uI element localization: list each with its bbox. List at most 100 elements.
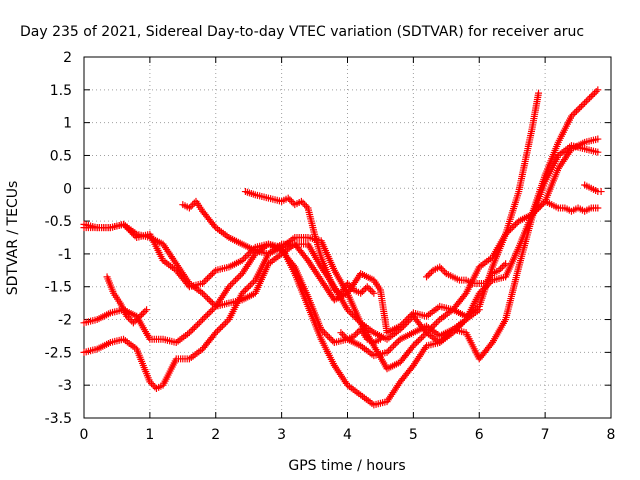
data-point [535,89,543,97]
data-point [302,202,310,210]
x-axis-label: GPS time / hours [288,458,405,474]
data-point [594,86,602,94]
data-point [337,329,345,337]
data-point [436,263,444,271]
data-point [123,312,131,320]
data-point [423,273,431,281]
data-point [245,250,253,258]
data-point [406,316,414,324]
x-tick-label: 7 [541,427,550,443]
data-point [129,319,137,327]
data-point [475,289,483,297]
data-point [348,311,356,319]
data-point [208,270,216,278]
data-point [424,271,432,279]
data-point [207,307,215,315]
x-tick-label: 0 [80,427,89,443]
data-point [227,281,235,289]
data-point [587,92,595,100]
data-point [538,201,546,209]
data-point [352,330,360,338]
data-point [416,335,424,343]
data-point [124,314,132,322]
data-point [594,135,602,143]
data-point [200,291,208,299]
series-track-k [337,325,384,347]
data-point [202,312,210,320]
data-point [591,89,599,97]
data-point [487,340,495,348]
series-track-i [528,197,602,219]
data-point [324,332,332,340]
data-point [139,309,147,317]
series-track-h [423,260,510,287]
data-point [439,266,447,274]
data-point [213,327,221,335]
data-point [569,110,577,118]
data-point [286,196,294,204]
data-point [357,289,365,297]
data-point [572,107,580,115]
data-point [187,327,195,335]
data-point [232,276,240,284]
y-tick-label: -1.5 [45,280,72,296]
data-point [202,293,210,301]
data-point [368,288,376,296]
data-point [243,252,251,260]
data-point [497,265,505,273]
data-point [204,311,212,319]
data-point [446,329,454,337]
data-point [288,197,296,205]
data-point [398,324,406,332]
data-point [421,327,429,335]
data-point [325,334,333,342]
data-point [245,283,253,291]
axis-ticks: 0 1 2 3 4 5 6 7 8 -3.5 -3 -2.5 -2 -1.5 -1 -0.5 0 0.5 1 1.5 2 [45,50,616,443]
x-tick-label: 5 [409,427,418,443]
data-point [215,325,223,333]
data-point [238,289,246,297]
data-point [367,286,375,294]
data-point [500,261,508,269]
data-point [204,294,212,302]
x-tick-label: 2 [211,427,220,443]
data-point [390,342,398,350]
data-point [344,306,351,314]
data-point [200,314,208,322]
data-point [582,97,590,105]
data-point [208,306,216,314]
data-point [409,342,417,350]
data-point [204,275,212,283]
data-point [238,256,246,264]
data-point [513,219,521,227]
data-point [197,317,205,325]
data-point [138,311,146,319]
data-point [202,276,210,284]
data-point [533,206,541,214]
data-point [432,319,440,327]
data-point [355,317,363,325]
data-point [327,335,335,343]
data-point [248,279,256,287]
data-point [241,286,249,294]
data-point [322,330,330,338]
data-point [133,316,141,324]
data-point [218,322,226,330]
data-point [393,339,401,347]
data-point [344,279,351,287]
x-tick-label: 1 [145,427,154,443]
data-point [581,99,589,107]
y-tick-label: -3 [58,378,72,394]
data-point [345,281,353,289]
data-point [365,284,373,292]
data-point [567,112,575,120]
data-point [434,317,442,325]
data-point [347,309,355,317]
data-point [233,275,241,283]
data-point [461,291,469,299]
data-point [192,322,200,330]
data-point [143,306,151,314]
data-point [388,343,396,351]
data-point [301,201,309,209]
data-point [498,263,506,271]
